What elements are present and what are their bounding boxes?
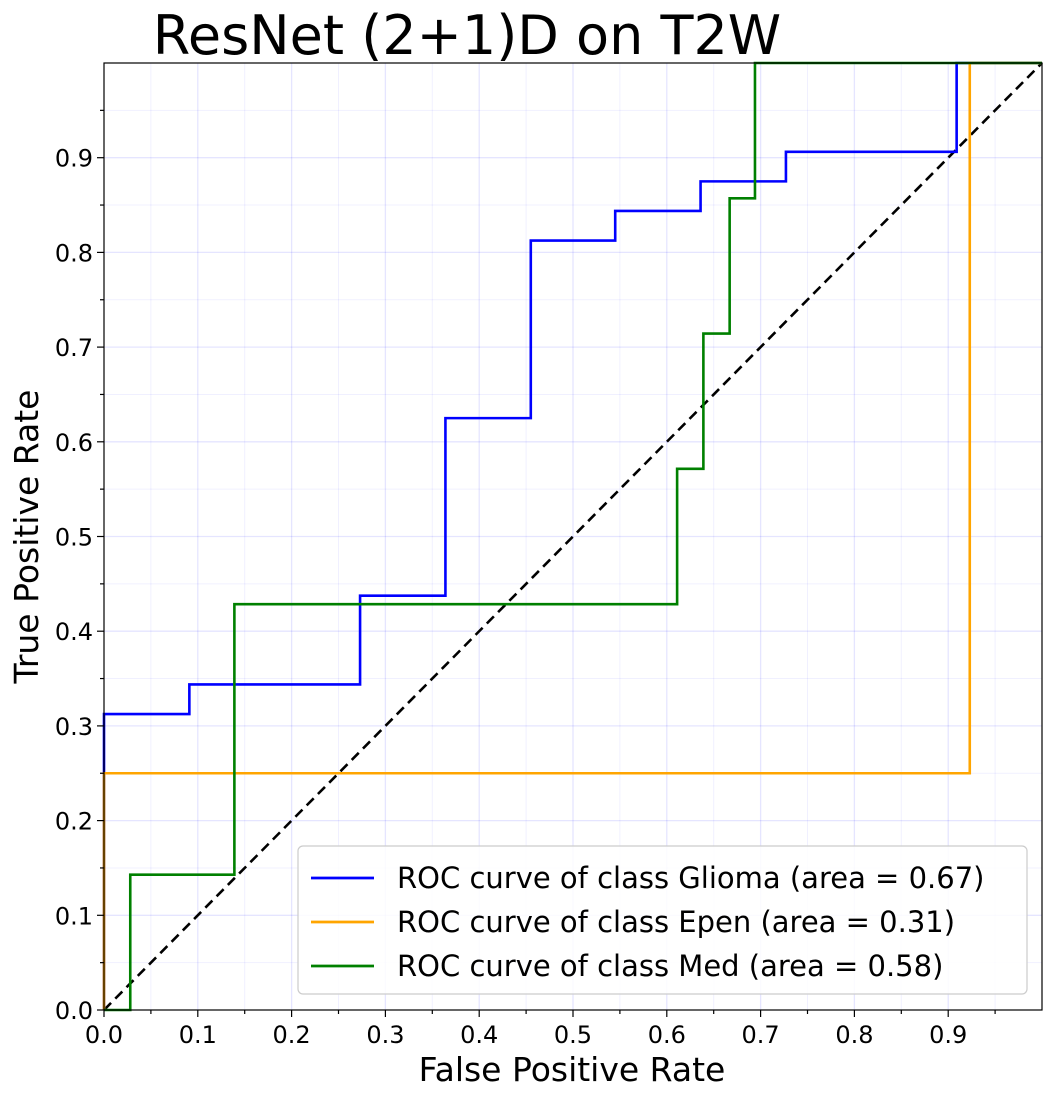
y-tick-labels: 0.0 0.1 0.2 0.3 0.4 0.5 0.6 0.7 0.8 0.9 bbox=[55, 145, 93, 1025]
x-tick-label: 0.3 bbox=[366, 1021, 404, 1049]
legend-box bbox=[297, 845, 1028, 995]
x-tick-label: 0.9 bbox=[929, 1021, 967, 1049]
x-tick-label: 0.2 bbox=[273, 1021, 311, 1049]
x-tick-labels: 0.0 0.1 0.2 0.3 0.4 0.5 0.6 0.7 0.8 0.9 bbox=[85, 1021, 967, 1049]
reference-diagonal bbox=[103, 62, 1043, 1011]
y-tick-label: 0.7 bbox=[55, 334, 93, 362]
chart-title: ResNet (2+1)D on T2W bbox=[153, 4, 781, 67]
series-line-3 bbox=[104, 61, 1042, 1012]
x-tick-label: 0.0 bbox=[85, 1021, 123, 1049]
y-tick-label: 0.3 bbox=[55, 713, 93, 741]
y-tick-label: 0.1 bbox=[55, 902, 93, 930]
series-line-1 bbox=[102, 61, 1042, 1010]
legend-label-3: ROC curve of class Med (area = 0.58) bbox=[397, 949, 943, 983]
axis-ticks bbox=[97, 109, 996, 1017]
y-tick-label: 0.9 bbox=[55, 145, 93, 173]
y-tick-label: 0.6 bbox=[55, 429, 93, 457]
x-tick-label: 0.1 bbox=[179, 1021, 217, 1049]
legend-label-2: ROC curve of class Epen (area = 0.31) bbox=[397, 905, 955, 939]
y-tick-label: 0.0 bbox=[55, 997, 93, 1025]
y-axis-title: True Positive Rate bbox=[7, 390, 46, 685]
x-tick-label: 0.7 bbox=[742, 1021, 780, 1049]
legend-label-1: ROC curve of class Glioma (area = 0.67) bbox=[397, 861, 984, 895]
y-tick-label: 0.4 bbox=[55, 618, 93, 646]
y-tick-label: 0.5 bbox=[55, 524, 93, 552]
x-tick-label: 0.5 bbox=[554, 1021, 592, 1049]
x-axis-title: False Positive Rate bbox=[419, 1050, 726, 1089]
y-tick-label: 0.8 bbox=[55, 239, 93, 267]
x-tick-label: 0.8 bbox=[835, 1021, 873, 1049]
x-tick-label: 0.4 bbox=[460, 1021, 498, 1049]
y-tick-label: 0.2 bbox=[55, 808, 93, 836]
x-tick-label: 0.6 bbox=[648, 1021, 686, 1049]
reference-diagonal-line bbox=[103, 62, 1043, 1011]
legend: ROC curve of class Glioma (area = 0.67) R… bbox=[297, 845, 1028, 995]
